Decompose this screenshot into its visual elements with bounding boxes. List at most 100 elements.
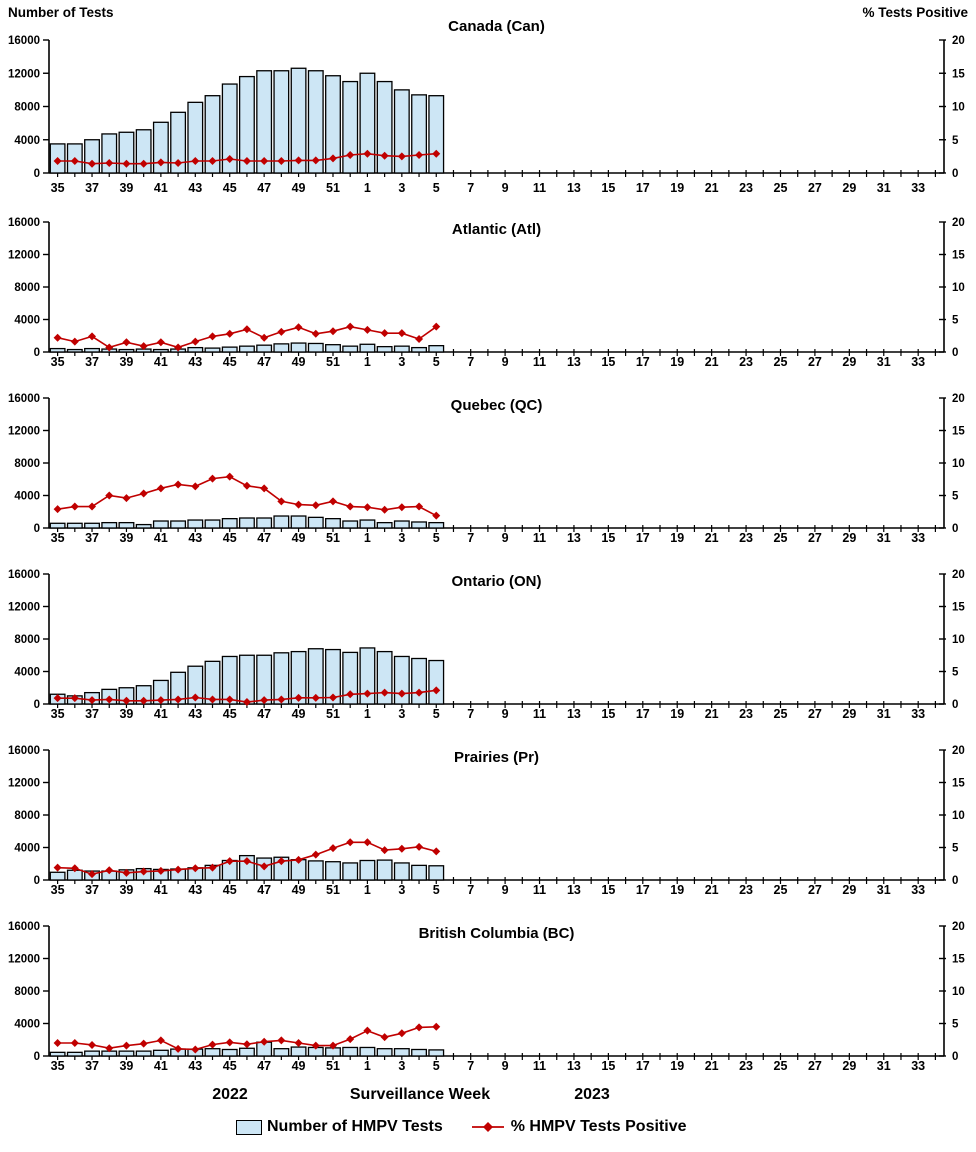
tests-bar (221, 518, 238, 529)
week-tick-label: 31 (877, 883, 891, 897)
positivity-marker (277, 695, 286, 704)
tests-bar (290, 650, 307, 705)
positivity-legend-marker-icon (471, 1122, 504, 1132)
tests-bar (101, 133, 118, 174)
positivity-marker (346, 151, 355, 160)
x-axis-title: Surveillance Week (349, 1086, 491, 1103)
positivity-marker (225, 329, 234, 338)
positivity-marker (139, 489, 148, 498)
tests-bar (411, 657, 428, 705)
week-tick-label: 5 (433, 181, 440, 195)
tests-bar (204, 1048, 221, 1057)
positivity-marker (70, 864, 79, 873)
positivity-marker (105, 491, 114, 500)
left-axis-tick-label: 4000 (14, 667, 40, 679)
week-tick-label: 17 (636, 355, 650, 369)
week-tick-label: 41 (154, 1059, 168, 1073)
tests-bar (135, 1050, 152, 1057)
week-tick-label: 3 (398, 707, 405, 721)
left-axis-tick-label: 8000 (14, 810, 40, 822)
week-tick-label: 23 (739, 355, 753, 369)
charts-stack: Number of Tests % Tests Positive Canada (C… (8, 5, 968, 1073)
left-axis-tick-label: 16000 (8, 745, 40, 757)
tests-bar (342, 80, 359, 174)
week-tick-label: 11 (533, 355, 546, 369)
week-tick-label: 31 (877, 181, 891, 195)
tests-legend-swatch (236, 1119, 262, 1135)
tests-bar (84, 522, 100, 529)
week-tick-label: 15 (601, 531, 615, 545)
tests-bar (49, 871, 66, 881)
tests-bar (307, 860, 324, 881)
week-tick-label: 37 (85, 531, 99, 545)
tests-bar (376, 80, 393, 174)
week-tick-label: 47 (257, 531, 271, 545)
positivity-marker (311, 156, 320, 165)
positivity-marker (139, 1039, 148, 1048)
tests-bar (411, 1048, 428, 1057)
tests-bar (204, 519, 221, 529)
right-axis-tick-label: 0 (952, 699, 958, 711)
tests-bar (428, 95, 445, 174)
positivity-marker (311, 693, 320, 702)
week-tick-label: 37 (85, 181, 99, 195)
tests-bar (273, 515, 290, 529)
right-axis-tick-label: 0 (952, 523, 958, 535)
tests-bar (290, 515, 307, 529)
week-tick-label: 19 (670, 355, 684, 369)
tests-bar (290, 67, 307, 174)
right-axis-tick-label: 20 (952, 393, 965, 405)
week-tick-label: 49 (292, 1059, 306, 1073)
left-axis-tick-label: 0 (34, 347, 40, 359)
panel-title: Canada (Can) (448, 18, 545, 35)
week-tick-label: 31 (877, 531, 891, 545)
week-tick-label: 39 (119, 531, 133, 545)
positivity-marker (191, 693, 200, 702)
week-tick-label: 31 (877, 1059, 891, 1073)
tests-bar (342, 345, 359, 353)
positivity-marker (277, 327, 286, 336)
week-tick-label: 33 (911, 355, 925, 369)
positivity-marker (156, 696, 165, 705)
positivity-marker (70, 694, 79, 703)
tests-bar (221, 83, 238, 174)
tests-bar (325, 75, 341, 174)
left-axis-tick-label: 4000 (14, 491, 40, 503)
right-axis-tick-label: 15 (952, 68, 965, 80)
left-axis-tick-label: 8000 (14, 634, 40, 646)
tests-bar (393, 862, 410, 881)
positivity-marker (122, 338, 131, 347)
tests-bar (84, 1050, 100, 1057)
positivity-marker (156, 338, 165, 347)
positivity-marker (294, 323, 303, 332)
tests-bar (221, 1048, 238, 1057)
tests-bar (376, 1048, 393, 1057)
tests-bar (411, 521, 428, 529)
right-axis-tick-label: 15 (952, 778, 965, 790)
positivity-marker (415, 502, 424, 511)
left-axis-tick-label: 4000 (14, 135, 40, 147)
positivity-marker (139, 159, 148, 168)
tests-bar (221, 346, 238, 353)
week-tick-label: 25 (774, 531, 788, 545)
week-tick-label: 15 (601, 883, 615, 897)
tests-bar (307, 648, 324, 705)
week-tick-label: 3 (398, 883, 405, 897)
week-tick-label: 35 (51, 181, 65, 195)
year-label-right: 2023 (574, 1086, 610, 1103)
positivity-marker (380, 846, 389, 855)
positivity-marker (260, 1037, 269, 1046)
positivity-marker (70, 1039, 79, 1047)
positivity-marker (311, 850, 320, 859)
positivity-marker (242, 1040, 251, 1049)
positivity-marker (415, 335, 424, 343)
week-tick-label: 49 (292, 707, 306, 721)
chart-panel-prairies-pr: Prairies (Pr)040008000120001600005101520… (8, 745, 965, 897)
week-tick-label: 25 (774, 181, 788, 195)
panel-title: Ontario (ON) (452, 573, 542, 590)
left-axis-tick-label: 12000 (8, 426, 40, 438)
positivity-marker (88, 502, 97, 511)
week-tick-label: 13 (567, 531, 581, 545)
left-axis-tick-label: 8000 (14, 282, 40, 294)
positivity-marker (174, 695, 183, 704)
